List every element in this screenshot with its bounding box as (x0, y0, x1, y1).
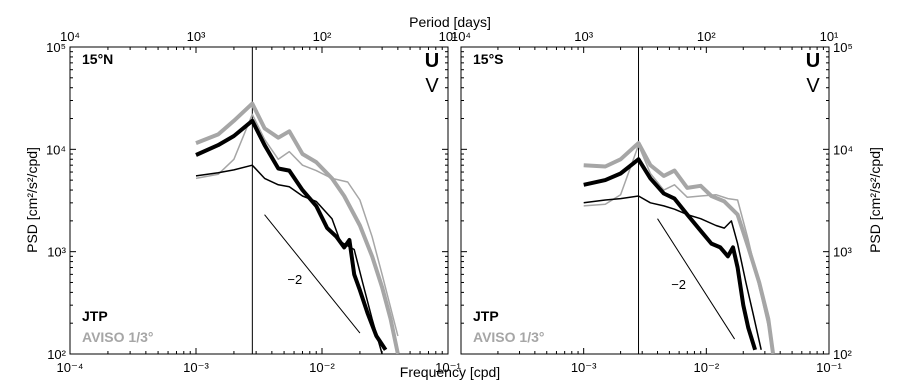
top-tick-label: 10³ (187, 29, 206, 44)
component-label-v: V (425, 75, 439, 97)
y-axis-label-left: PSD [cm²/s²/cpd] (24, 147, 40, 253)
top-tick-label: 10² (697, 29, 716, 44)
x-tick-label: 10⁻² (694, 360, 720, 375)
plot-frame (460, 46, 830, 355)
top-axis-label: Period [days] (409, 14, 491, 30)
component-label-v: V (806, 75, 820, 97)
top-tick-label: 10⁴ (60, 29, 80, 44)
y-tick-label: 10⁵ (833, 40, 853, 55)
top-tick-label: 10² (313, 29, 332, 44)
slope-reference-line (657, 218, 736, 340)
panel-title: 15°S (473, 51, 504, 67)
y-tick-label: 10⁴ (46, 142, 66, 157)
x-tick-label: 10⁻¹ (816, 360, 842, 375)
series-line-aviso-u (583, 141, 776, 354)
x-tick-label: 10⁻³ (571, 360, 597, 375)
slope-label: −2 (671, 277, 686, 292)
series-line-jtp-u (583, 157, 758, 351)
series-line-aviso-u (195, 101, 400, 354)
series-line-aviso-v (195, 113, 399, 337)
component-label-u: U (806, 50, 820, 72)
x-tick-label: 10⁻¹ (435, 360, 461, 375)
top-tick-label: 10¹ (820, 29, 839, 44)
panel-title: 15°N (82, 51, 113, 67)
top-tick-label: 10³ (574, 29, 593, 44)
top-tick-label: 10¹ (439, 29, 458, 44)
slope-reference-line (264, 214, 361, 334)
y-tick-label: 10³ (833, 245, 852, 260)
legend-aviso: AVISO 1/3° (473, 329, 544, 345)
slope-label: −2 (287, 272, 302, 287)
x-tick-label: 10⁻⁴ (57, 360, 84, 375)
panel-15s: 10⁻³ 10⁻² 10⁻¹ 10⁴ 10³ 10² 10¹ 10² 10³ 10⁴ 10⁵ −2 15… (451, 29, 853, 375)
series-line-jtp-v (583, 195, 762, 350)
legend-jtp: JTP (82, 308, 108, 324)
x-tick-label: 10⁻² (309, 360, 335, 375)
plot-frame (69, 46, 449, 355)
bottom-axis-label: Frequency [cpd] (400, 364, 500, 380)
series-line-jtp-u (195, 118, 388, 351)
series-line-aviso-v (583, 144, 771, 334)
y-tick-label: 10⁵ (46, 40, 66, 55)
y-tick-label: 10² (833, 347, 852, 362)
y-tick-label: 10² (47, 347, 66, 362)
legend-aviso: AVISO 1/3° (82, 329, 153, 345)
legend-jtp: JTP (473, 308, 499, 324)
top-tick-label: 10⁴ (451, 29, 471, 44)
component-label-u: U (425, 50, 439, 72)
y-tick-label: 10³ (47, 245, 66, 260)
y-tick-label: 10⁴ (833, 142, 853, 157)
x-tick-label: 10⁻³ (183, 360, 209, 375)
y-axis-label-right: PSD [cm²/s²/cpd] (867, 147, 883, 253)
series-line-jtp-v (195, 164, 383, 354)
